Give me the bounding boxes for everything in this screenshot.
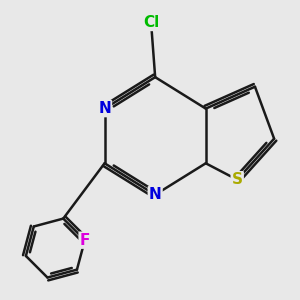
Text: F: F	[80, 233, 90, 248]
Text: N: N	[149, 187, 161, 202]
Text: N: N	[98, 101, 111, 116]
Text: Cl: Cl	[143, 15, 159, 30]
Text: S: S	[232, 172, 243, 187]
